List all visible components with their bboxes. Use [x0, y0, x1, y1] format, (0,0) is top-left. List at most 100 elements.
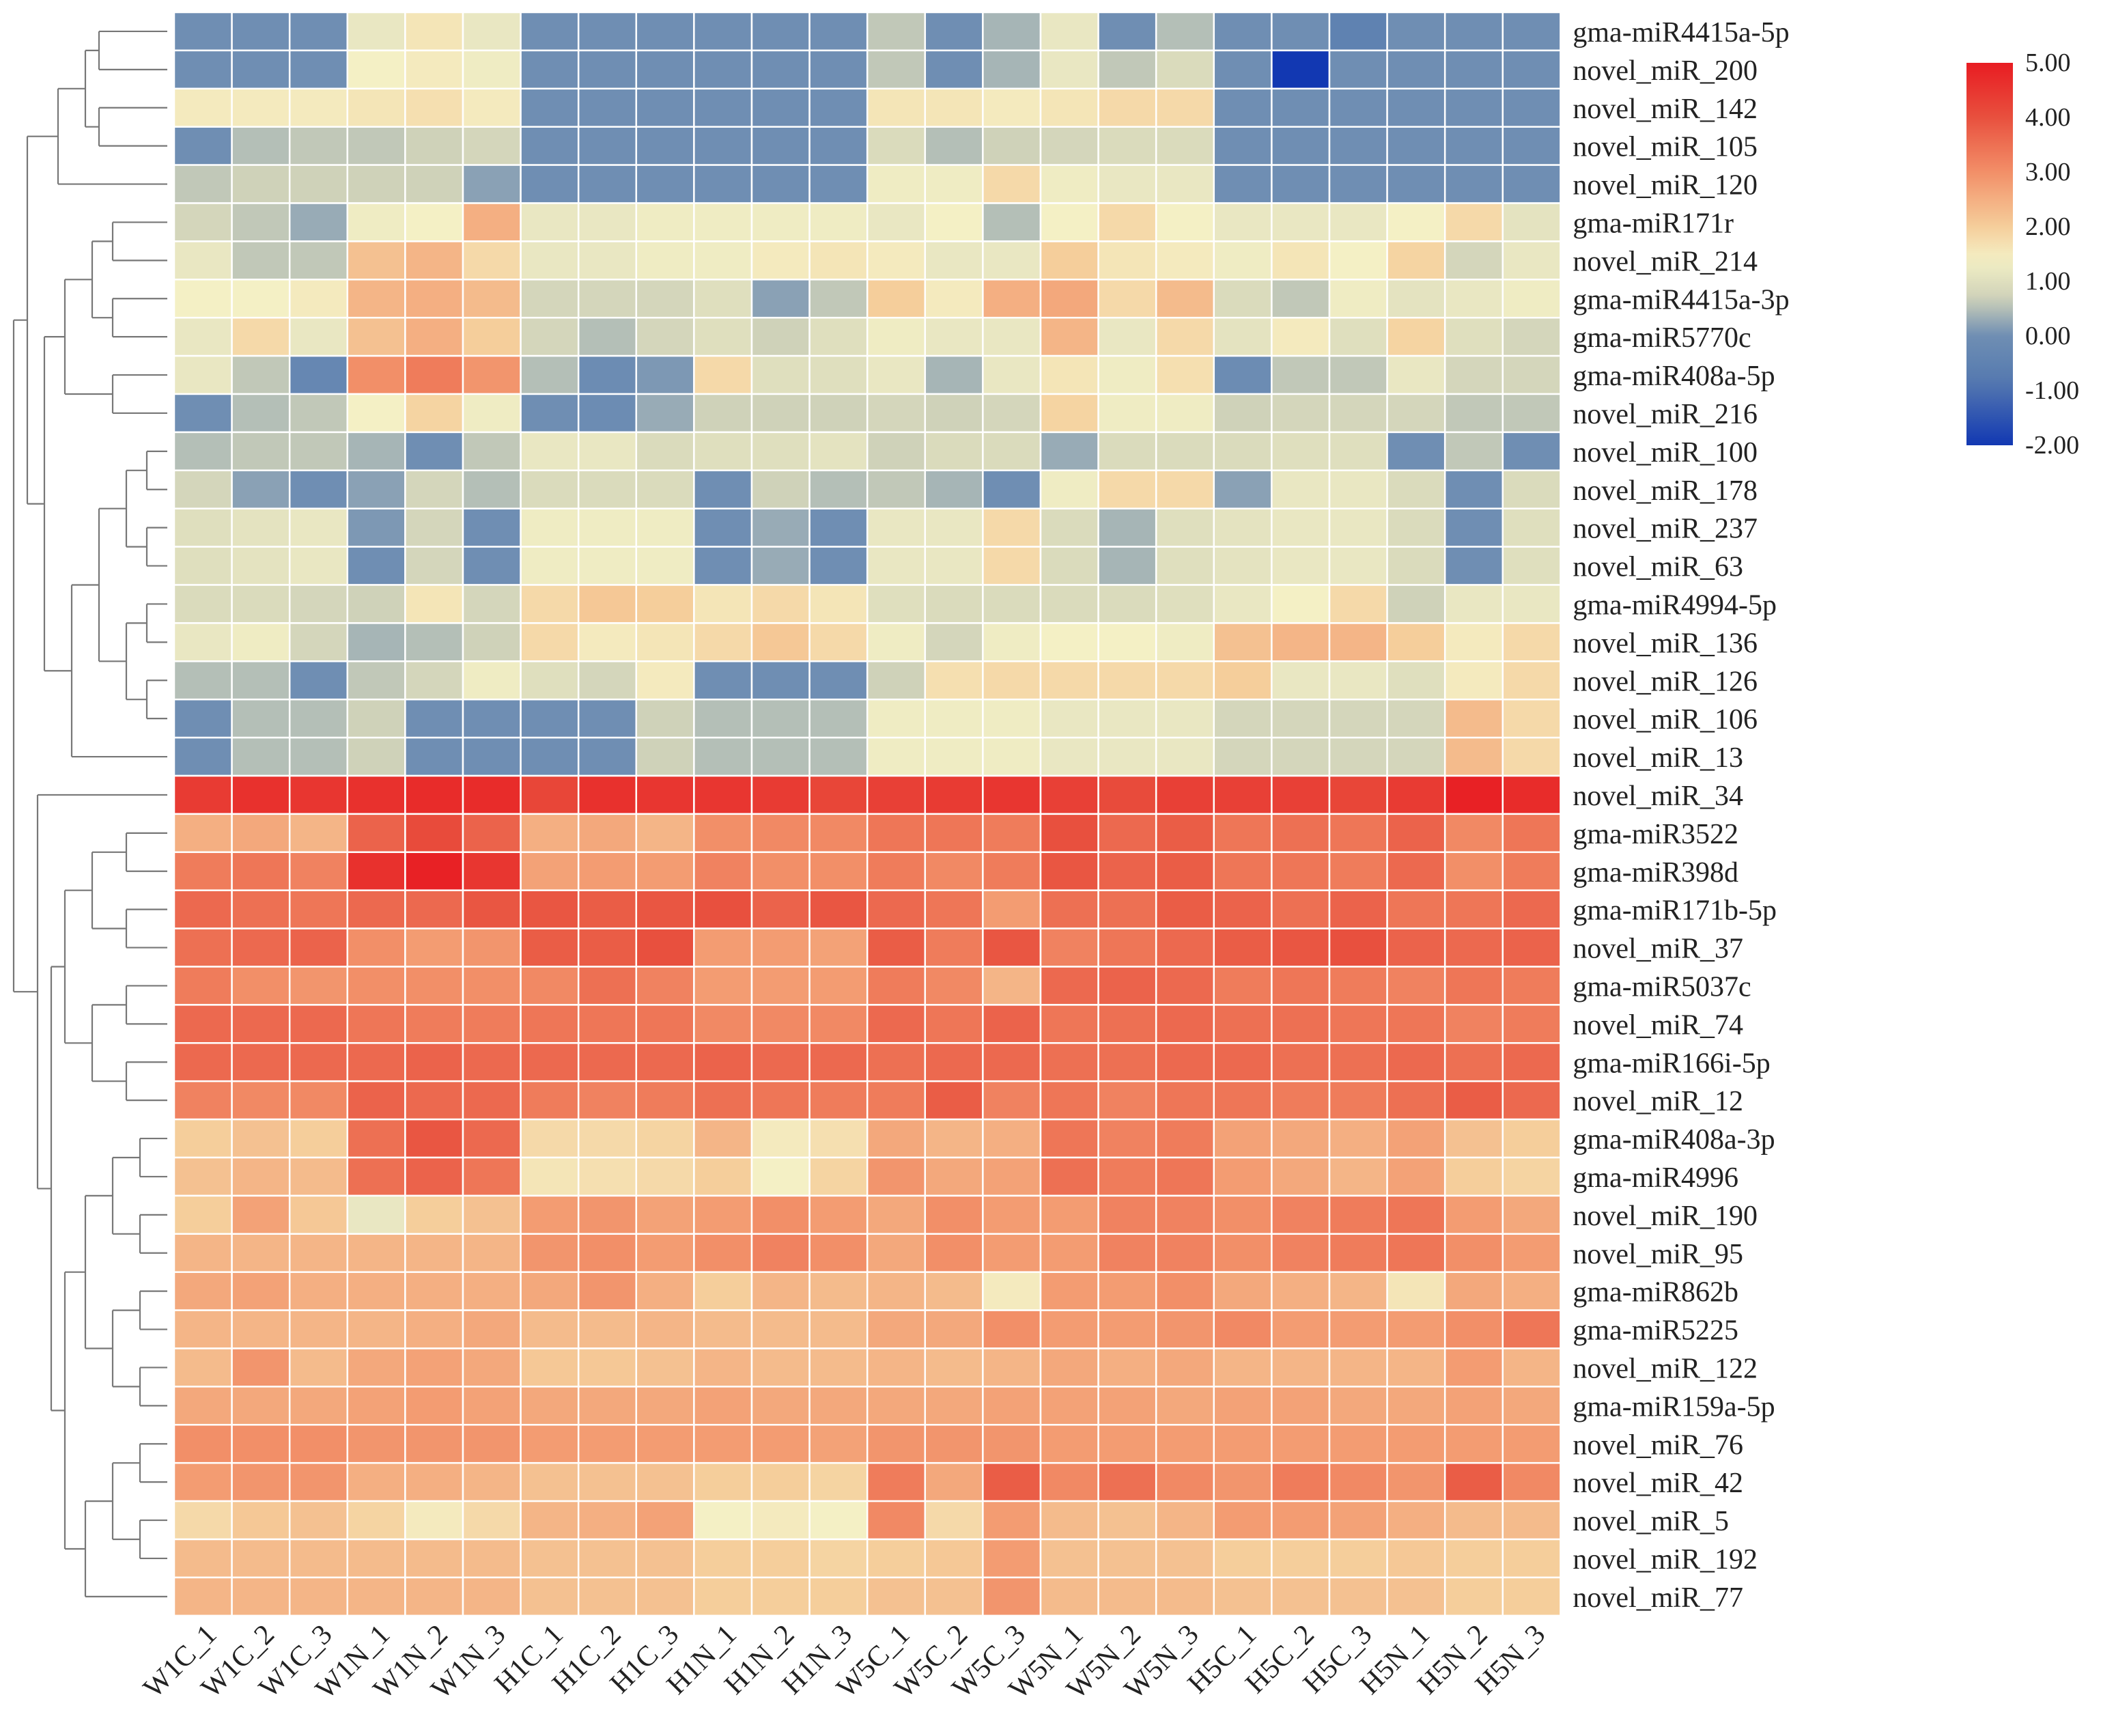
heatmap-cell [173, 584, 233, 624]
heatmap-cell [288, 1194, 349, 1235]
heatmap-cell [404, 126, 464, 166]
heatmap-cell [288, 1080, 349, 1121]
heatmap-cell [1155, 393, 1215, 434]
heatmap-cell [924, 1424, 984, 1464]
heatmap-cell [1271, 1347, 1331, 1388]
row-labels: gma-miR4415a-5p novel_miR_200 novel_miR_14… [1573, 17, 1789, 1614]
heatmap-cell [866, 546, 927, 586]
heatmap-cell [635, 49, 695, 90]
heatmap-cell [1213, 1576, 1273, 1617]
heatmap-cell [866, 164, 927, 204]
heatmap-cell [462, 469, 522, 509]
heatmap-cell [1328, 240, 1388, 281]
heatmap-cell [1328, 774, 1388, 815]
heatmap-cell [1155, 240, 1215, 281]
heatmap-cell [520, 240, 580, 281]
heatmap-cell [924, 736, 984, 777]
heatmap-cell [1271, 660, 1331, 701]
heatmap-cell [1155, 1233, 1215, 1273]
heatmap-cell [462, 354, 522, 395]
heatmap-cell [1155, 202, 1215, 242]
heatmap-cell [1155, 698, 1215, 739]
heatmap-cell [982, 279, 1042, 319]
heatmap-cell [173, 1271, 233, 1311]
heatmap-cell [1039, 316, 1099, 357]
heatmap-cell [577, 889, 638, 929]
row-label: novel_miR_13 [1573, 742, 1743, 774]
heatmap-cell [982, 889, 1042, 929]
heatmap-cell [808, 1118, 869, 1159]
heatmap-cell [231, 1386, 291, 1426]
heatmap-cell [635, 1424, 695, 1464]
heatmap-cell [288, 1004, 349, 1044]
heatmap-cell [404, 1118, 464, 1159]
heatmap-cell [1386, 1042, 1446, 1082]
heatmap-cell [693, 126, 753, 166]
heatmap-cell [693, 1500, 753, 1541]
heatmap-cell [288, 851, 349, 891]
row-label: novel_miR_106 [1573, 704, 1758, 736]
heatmap-cell [1039, 1386, 1099, 1426]
heatmap-cell [982, 966, 1042, 1006]
heatmap-cell [346, 126, 406, 166]
row-label: novel_miR_136 [1573, 628, 1758, 659]
heatmap-cell [1039, 202, 1099, 242]
heatmap-cell [635, 1386, 695, 1426]
heatmap-cell [750, 584, 810, 624]
heatmap-cell [1386, 279, 1446, 319]
heatmap-cell [1271, 546, 1331, 586]
heatmap-cell [1039, 1080, 1099, 1121]
heatmap-cell [1443, 1538, 1504, 1579]
legend-ticks: 5.00 4.00 3.00 2.00 1.00 0.00 -1.00 -2.00 [2025, 48, 2079, 460]
heatmap-cell [866, 507, 927, 548]
heatmap-cell [1501, 698, 1562, 739]
heatmap-cell [1097, 736, 1157, 777]
heatmap-cell [1097, 622, 1157, 662]
heatmap-cell [693, 49, 753, 90]
heatmap-cell [982, 1042, 1042, 1082]
heatmap-cell [1386, 469, 1446, 509]
heatmap-cell [577, 49, 638, 90]
heatmap-cell [1501, 851, 1562, 891]
heatmap-cell [462, 1347, 522, 1388]
heatmap-cell [1443, 698, 1504, 739]
heatmap-cell [1501, 316, 1562, 357]
heatmap-cell [982, 126, 1042, 166]
heatmap-cell [520, 164, 580, 204]
heatmap-cell [577, 1042, 638, 1082]
heatmap-cell [1097, 469, 1157, 509]
heatmap-cell [577, 546, 638, 586]
heatmap-cell [1501, 87, 1562, 128]
heatmap-cell [1501, 469, 1562, 509]
heatmap-cell [635, 316, 695, 357]
heatmap-cell [1386, 1080, 1446, 1121]
heatmap-cell [173, 966, 233, 1006]
heatmap-cell [1213, 49, 1273, 90]
heatmap-cell [404, 1042, 464, 1082]
heatmap-cell [750, 316, 810, 357]
heatmap-cell [173, 660, 233, 701]
heatmap-cell [231, 431, 291, 472]
heatmap-cell [750, 11, 810, 52]
heatmap-cell [924, 622, 984, 662]
heatmap-cell [173, 1500, 233, 1541]
heatmap-cell [462, 393, 522, 434]
heatmap-cell [1213, 851, 1273, 891]
heatmap-cell [1501, 1538, 1562, 1579]
heatmap-cell [1213, 584, 1273, 624]
heatmap-cell [750, 469, 810, 509]
heatmap-cell [1501, 1004, 1562, 1044]
heatmap-cell [1443, 660, 1504, 701]
heatmap-cell [1328, 11, 1388, 52]
heatmap-cell [1271, 1118, 1331, 1159]
heatmap-cell [288, 393, 349, 434]
heatmap-cell [231, 11, 291, 52]
heatmap-cell [462, 202, 522, 242]
heatmap-cell [1328, 736, 1388, 777]
heatmap-cell [866, 316, 927, 357]
heatmap-cell [1039, 354, 1099, 395]
heatmap-cell [1501, 1461, 1562, 1502]
heatmap-cell [808, 622, 869, 662]
heatmap-cell [1443, 1004, 1504, 1044]
heatmap-cell [577, 164, 638, 204]
